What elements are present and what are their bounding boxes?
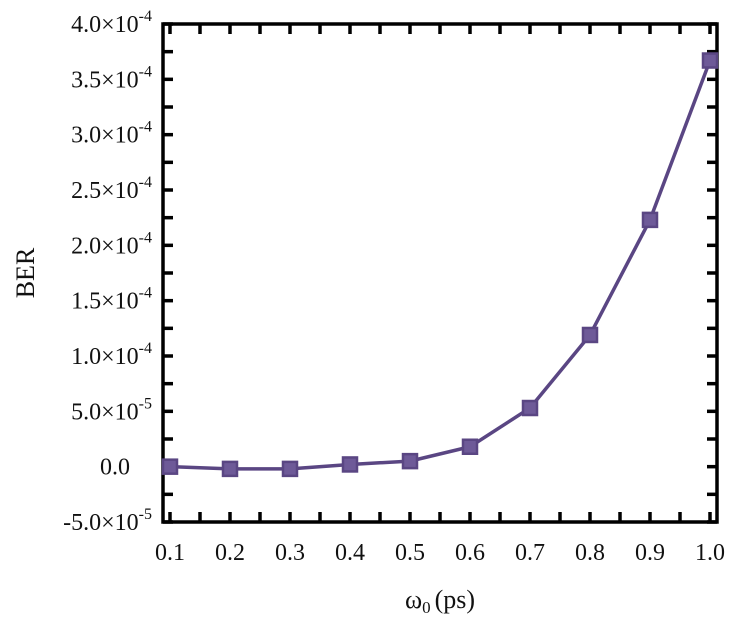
x-tick-label: 0.4: [335, 540, 365, 566]
x-tick-label: 0.6: [455, 540, 485, 566]
data-point-marker: [521, 399, 539, 417]
y-tick-label: 4.0×10-4: [71, 8, 152, 38]
x-tick-label: 1.0: [695, 540, 725, 566]
x-tick-label: 0.9: [635, 540, 665, 566]
y-tick-label: 2.0×10-4: [71, 229, 152, 259]
y-tick-label: 0.0: [100, 455, 130, 481]
y-tick-label: 3.5×10-4: [71, 63, 152, 93]
data-point-marker: [581, 326, 599, 344]
x-tick-label: 0.2: [215, 540, 245, 566]
ber-series-markers: [161, 52, 719, 478]
x-tick-labels: 0.1 0.2 0.3 0.4 0.5 0.6 0.7 0.8 0.9 1.0: [155, 540, 725, 566]
x-tick-label: 0.8: [575, 540, 605, 566]
y-tick-label: 3.0×10-4: [71, 119, 152, 149]
data-point-marker: [281, 460, 299, 478]
y-tick-label: 5.0×10-5: [71, 395, 152, 425]
plot-frame: [161, 22, 719, 524]
x-tick-label: 0.3: [275, 540, 305, 566]
data-point-marker: [161, 458, 179, 475]
data-point-marker: [701, 52, 719, 69]
x-tick-label: 0.5: [395, 540, 425, 566]
y-axis-title: BER: [11, 247, 40, 298]
ber-series-line: [169, 59, 712, 471]
y-tick-labels: 4.0×10-4 3.5×10-4 3.0×10-4 2.5×10-4 2.0×10-4…: [63, 8, 152, 536]
data-point-marker: [461, 438, 479, 455]
x-axis-title: ω0 (ps): [405, 585, 475, 617]
data-point-marker: [221, 460, 239, 478]
x-tick-label: 0.7: [515, 540, 545, 566]
axis-ticks: [163, 22, 717, 524]
y-tick-label: 1.5×10-4: [71, 285, 152, 315]
y-tick-label: 1.0×10-4: [71, 340, 152, 370]
data-point-marker: [641, 211, 659, 229]
y-tick-label: -5.0×10-5: [63, 506, 152, 536]
data-point-marker: [341, 456, 359, 473]
y-tick-label: 2.5×10-4: [71, 174, 152, 204]
data-point-marker: [401, 452, 419, 470]
x-tick-label: 0.1: [155, 540, 185, 566]
